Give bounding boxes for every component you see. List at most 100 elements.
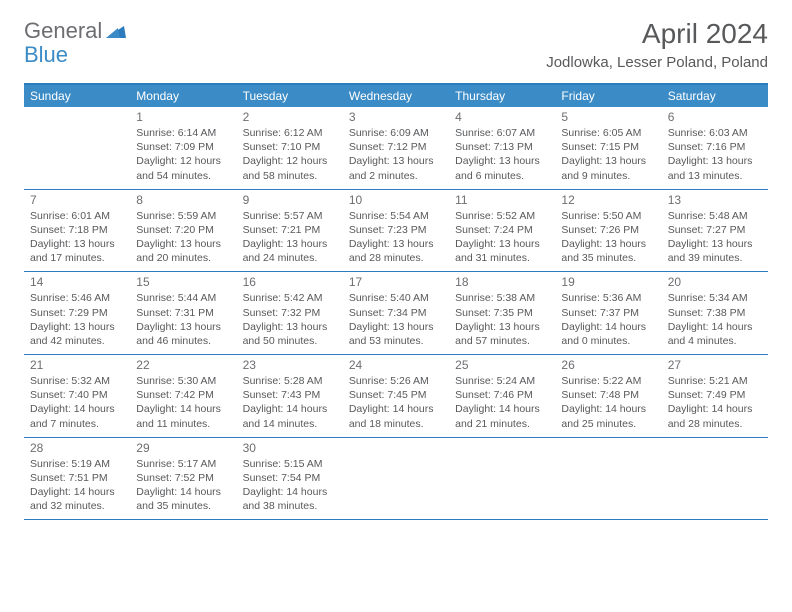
day-number: 14	[30, 275, 124, 289]
day-info-line: Sunrise: 5:50 AM	[561, 209, 655, 223]
day-info-line: Sunset: 7:32 PM	[243, 306, 337, 320]
calendar: SundayMondayTuesdayWednesdayThursdayFrid…	[24, 83, 768, 520]
day-info-line: and 24 minutes.	[243, 251, 337, 265]
day-number: 5	[561, 110, 655, 124]
day-cell-empty	[555, 438, 661, 520]
day-number: 25	[455, 358, 549, 372]
day-cell: 4Sunrise: 6:07 AMSunset: 7:13 PMDaylight…	[449, 107, 555, 189]
day-info-line: and 2 minutes.	[349, 169, 443, 183]
day-info-line: Sunset: 7:43 PM	[243, 388, 337, 402]
day-cell-empty	[343, 438, 449, 520]
week-row: 7Sunrise: 6:01 AMSunset: 7:18 PMDaylight…	[24, 190, 768, 273]
day-info-line: Daylight: 13 hours	[349, 154, 443, 168]
day-info-line: Sunrise: 6:09 AM	[349, 126, 443, 140]
day-info-line: Sunrise: 5:57 AM	[243, 209, 337, 223]
brand-logo: General	[24, 18, 128, 44]
day-info-line: Sunset: 7:42 PM	[136, 388, 230, 402]
day-number: 8	[136, 193, 230, 207]
day-info-line: Sunrise: 5:54 AM	[349, 209, 443, 223]
day-info-line: Sunset: 7:35 PM	[455, 306, 549, 320]
day-cell: 23Sunrise: 5:28 AMSunset: 7:43 PMDayligh…	[237, 355, 343, 437]
day-number: 16	[243, 275, 337, 289]
week-row: 28Sunrise: 5:19 AMSunset: 7:51 PMDayligh…	[24, 438, 768, 521]
day-info-line: Daylight: 12 hours	[136, 154, 230, 168]
day-info-line: Sunrise: 5:22 AM	[561, 374, 655, 388]
day-info-line: Daylight: 14 hours	[30, 485, 124, 499]
day-info-line: Sunset: 7:29 PM	[30, 306, 124, 320]
title-block: April 2024 Jodlowka, Lesser Poland, Pola…	[546, 18, 768, 71]
day-info-line: Sunset: 7:54 PM	[243, 471, 337, 485]
day-cell: 21Sunrise: 5:32 AMSunset: 7:40 PMDayligh…	[24, 355, 130, 437]
day-info-line: Sunrise: 5:52 AM	[455, 209, 549, 223]
day-info-line: Sunrise: 5:32 AM	[30, 374, 124, 388]
day-info-line: Sunset: 7:27 PM	[668, 223, 762, 237]
day-info-line: Sunrise: 5:44 AM	[136, 291, 230, 305]
day-info-line: Daylight: 14 hours	[136, 402, 230, 416]
day-cell-empty	[662, 438, 768, 520]
brand-text-general: General	[24, 18, 102, 44]
day-info-line: Sunrise: 5:34 AM	[668, 291, 762, 305]
day-info-line: Sunrise: 5:19 AM	[30, 457, 124, 471]
day-info-line: Daylight: 13 hours	[455, 320, 549, 334]
day-info-line: Daylight: 14 hours	[668, 402, 762, 416]
day-number: 22	[136, 358, 230, 372]
day-cell: 5Sunrise: 6:05 AMSunset: 7:15 PMDaylight…	[555, 107, 661, 189]
day-cell: 13Sunrise: 5:48 AMSunset: 7:27 PMDayligh…	[662, 190, 768, 272]
day-info-line: Sunset: 7:09 PM	[136, 140, 230, 154]
day-info-line: Sunset: 7:21 PM	[243, 223, 337, 237]
day-info-line: Sunrise: 5:15 AM	[243, 457, 337, 471]
day-number: 27	[668, 358, 762, 372]
day-info-line: and 28 minutes.	[349, 251, 443, 265]
day-info-line: Sunset: 7:34 PM	[349, 306, 443, 320]
day-info-line: Sunset: 7:40 PM	[30, 388, 124, 402]
day-number: 19	[561, 275, 655, 289]
day-info-line: Daylight: 14 hours	[561, 320, 655, 334]
day-info-line: Sunset: 7:13 PM	[455, 140, 549, 154]
day-info-line: Daylight: 13 hours	[136, 320, 230, 334]
day-info-line: Sunrise: 5:40 AM	[349, 291, 443, 305]
day-info-line: Daylight: 13 hours	[455, 237, 549, 251]
day-number: 11	[455, 193, 549, 207]
day-info-line: Sunset: 7:48 PM	[561, 388, 655, 402]
day-info-line: and 35 minutes.	[561, 251, 655, 265]
day-info-line: Sunset: 7:24 PM	[455, 223, 549, 237]
day-number: 3	[349, 110, 443, 124]
day-info-line: Sunrise: 6:01 AM	[30, 209, 124, 223]
day-info-line: Sunset: 7:26 PM	[561, 223, 655, 237]
day-cell: 22Sunrise: 5:30 AMSunset: 7:42 PMDayligh…	[130, 355, 236, 437]
day-info-line: Sunrise: 5:17 AM	[136, 457, 230, 471]
day-info-line: Sunrise: 6:05 AM	[561, 126, 655, 140]
day-number: 10	[349, 193, 443, 207]
day-number: 28	[30, 441, 124, 455]
day-info-line: Daylight: 13 hours	[136, 237, 230, 251]
day-info-line: Daylight: 14 hours	[668, 320, 762, 334]
day-info-line: and 21 minutes.	[455, 417, 549, 431]
day-number: 1	[136, 110, 230, 124]
day-cell: 7Sunrise: 6:01 AMSunset: 7:18 PMDaylight…	[24, 190, 130, 272]
day-info-line: and 11 minutes.	[136, 417, 230, 431]
day-info-line: and 35 minutes.	[136, 499, 230, 513]
day-info-line: Sunset: 7:23 PM	[349, 223, 443, 237]
day-info-line: Sunrise: 5:26 AM	[349, 374, 443, 388]
day-info-line: and 9 minutes.	[561, 169, 655, 183]
day-info-line: and 39 minutes.	[668, 251, 762, 265]
day-cell: 28Sunrise: 5:19 AMSunset: 7:51 PMDayligh…	[24, 438, 130, 520]
day-cell: 16Sunrise: 5:42 AMSunset: 7:32 PMDayligh…	[237, 272, 343, 354]
day-info-line: Daylight: 13 hours	[30, 237, 124, 251]
week-row: 21Sunrise: 5:32 AMSunset: 7:40 PMDayligh…	[24, 355, 768, 438]
day-cell: 2Sunrise: 6:12 AMSunset: 7:10 PMDaylight…	[237, 107, 343, 189]
day-info-line: Sunset: 7:16 PM	[668, 140, 762, 154]
day-number: 29	[136, 441, 230, 455]
day-number: 7	[30, 193, 124, 207]
day-cell-empty	[449, 438, 555, 520]
day-info-line: Sunrise: 5:28 AM	[243, 374, 337, 388]
day-number: 2	[243, 110, 337, 124]
day-info-line: Sunrise: 5:36 AM	[561, 291, 655, 305]
day-info-line: Daylight: 14 hours	[136, 485, 230, 499]
day-info-line: Sunset: 7:10 PM	[243, 140, 337, 154]
day-number: 4	[455, 110, 549, 124]
day-info-line: Daylight: 14 hours	[455, 402, 549, 416]
day-info-line: Sunset: 7:49 PM	[668, 388, 762, 402]
day-info-line: Sunset: 7:15 PM	[561, 140, 655, 154]
weekday-header: Sunday	[24, 85, 130, 107]
